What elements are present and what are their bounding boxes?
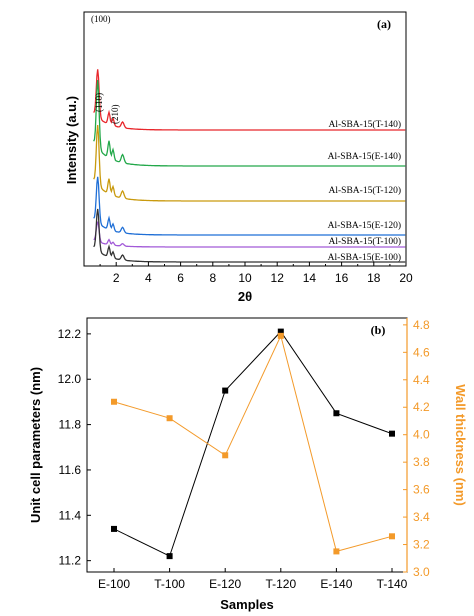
xrd-series-label: Al-SBA-15(E-120) xyxy=(328,220,401,231)
xrd-x-tick-label: 2 xyxy=(113,271,120,285)
wall-thickness-point xyxy=(166,415,173,422)
sample-tick-label: E-140 xyxy=(320,577,352,591)
unit-cell-point xyxy=(111,525,117,532)
sample-tick-label: T-140 xyxy=(377,577,408,591)
wall-thickness-point xyxy=(277,332,284,339)
wall-thickness-tick-label: 4.6 xyxy=(413,345,430,359)
sample-tick-label: E-120 xyxy=(209,577,241,591)
lattice-plot-frame xyxy=(86,317,408,573)
unit-cell-tick-label: 11.4 xyxy=(59,508,82,522)
wall-thickness-tick-label: 3.4 xyxy=(413,510,430,524)
xrd-panel: 2 4 6 8 10 12 14 16 18 20 (a) 2θ Intensity (a.u.)… xyxy=(64,11,413,304)
lattice-x-axis-title: Samples xyxy=(220,597,273,612)
lattice-panel-label: (b) xyxy=(371,323,386,337)
unit-cell-point xyxy=(277,328,284,335)
xrd-y-axis-title: Intensity (a.u.) xyxy=(64,96,79,184)
lattice-series-group xyxy=(111,328,395,560)
wall-thickness-tick-label: 3.6 xyxy=(413,483,430,497)
wall-thickness-point xyxy=(389,533,395,540)
unit-cell-tick-label: 11.2 xyxy=(59,554,82,568)
xrd-series-label: Al-SBA-15(T-140) xyxy=(329,119,401,130)
wall-thickness-tick-label: 4.2 xyxy=(413,400,430,414)
unit-cell-line xyxy=(113,330,393,557)
xrd-x-ticks: 2 4 6 8 10 12 14 16 18 20 xyxy=(99,262,413,285)
unit-cell-tick-label: 12.2 xyxy=(58,327,82,341)
unit-cell-point xyxy=(222,387,229,394)
unit-cell-point xyxy=(166,553,173,560)
wall-thickness-tick-label: 4.8 xyxy=(413,318,430,332)
peak-label-210: (210) xyxy=(110,105,120,125)
xrd-trace-al-sba-15-t-140- xyxy=(93,69,406,131)
xrd-series-group xyxy=(93,69,406,263)
sample-tick-label: T-100 xyxy=(154,577,185,591)
xrd-x-tick-label: 6 xyxy=(177,271,184,285)
xrd-x-tick-label: 8 xyxy=(209,271,216,285)
xrd-trace-al-sba-15-e-140- xyxy=(93,79,406,167)
xrd-series-label: Al-SBA-15(E-100) xyxy=(328,252,401,263)
unit-cell-tick-label: 11.8 xyxy=(59,418,82,432)
lattice-ticks: 11.2 11.4 11.6 11.8 12.0 12.2 3.0 3.2 3.4 3.6 3.8 4… xyxy=(58,318,430,591)
xrd-x-tick-label: 16 xyxy=(335,271,349,285)
unit-cell-point xyxy=(333,410,340,417)
wall-thickness-point xyxy=(222,452,229,459)
unit-cell-tick-label: 11.6 xyxy=(59,463,82,477)
xrd-x-axis-title: 2θ xyxy=(238,289,252,304)
xrd-x-tick-label: 20 xyxy=(399,271,413,285)
xrd-trace-al-sba-15-e-100- xyxy=(93,208,406,263)
peak-label-100: (100) xyxy=(91,14,111,24)
xrd-series-label: Al-SBA-15(E-140) xyxy=(328,151,401,162)
wall-thickness-tick-label: 3.8 xyxy=(413,455,430,469)
wall-thickness-tick-label: 3.2 xyxy=(413,538,430,552)
unit-cell-axis-title: Unit cell parameters (nm) xyxy=(28,367,43,523)
xrd-series-labels: Al-SBA-15(T-140) Al-SBA-15(E-140) Al-SBA-1… xyxy=(328,119,401,263)
xrd-x-tick-label: 10 xyxy=(238,271,252,285)
xrd-series-label: Al-SBA-15(T-100) xyxy=(329,236,401,247)
wall-thickness-tick-label: 3.0 xyxy=(413,565,430,579)
xrd-trace-al-sba-15-e-120- xyxy=(93,176,406,236)
wall-thickness-tick-label: 4.4 xyxy=(413,373,430,387)
lattice-panel: 11.2 11.4 11.6 11.8 12.0 12.2 3.0 3.2 3.4 3.6 3.8 4… xyxy=(28,317,468,612)
wall-thickness-line xyxy=(113,334,393,553)
xrd-series-label: Al-SBA-15(T-120) xyxy=(329,185,401,196)
wall-thickness-point xyxy=(111,398,117,405)
wall-thickness-tick-label: 4.0 xyxy=(413,428,430,442)
xrd-x-tick-label: 18 xyxy=(367,271,381,285)
sample-tick-label: E-100 xyxy=(98,577,130,591)
sample-tick-label: T-120 xyxy=(265,577,296,591)
wall-thickness-axis-title: Wall thickness (nm) xyxy=(453,384,468,506)
xrd-x-tick-label: 12 xyxy=(271,271,285,285)
xrd-panel-label: (a) xyxy=(377,17,391,31)
xrd-trace-al-sba-15-t-100- xyxy=(93,221,406,248)
unit-cell-tick-label: 12.0 xyxy=(58,372,82,386)
wall-thickness-point xyxy=(333,548,340,555)
peak-label-110: (110) xyxy=(94,93,104,112)
xrd-x-tick-label: 14 xyxy=(303,271,317,285)
xrd-trace-al-sba-15-t-120- xyxy=(93,125,406,202)
unit-cell-point xyxy=(389,430,395,437)
xrd-x-tick-label: 4 xyxy=(145,271,152,285)
